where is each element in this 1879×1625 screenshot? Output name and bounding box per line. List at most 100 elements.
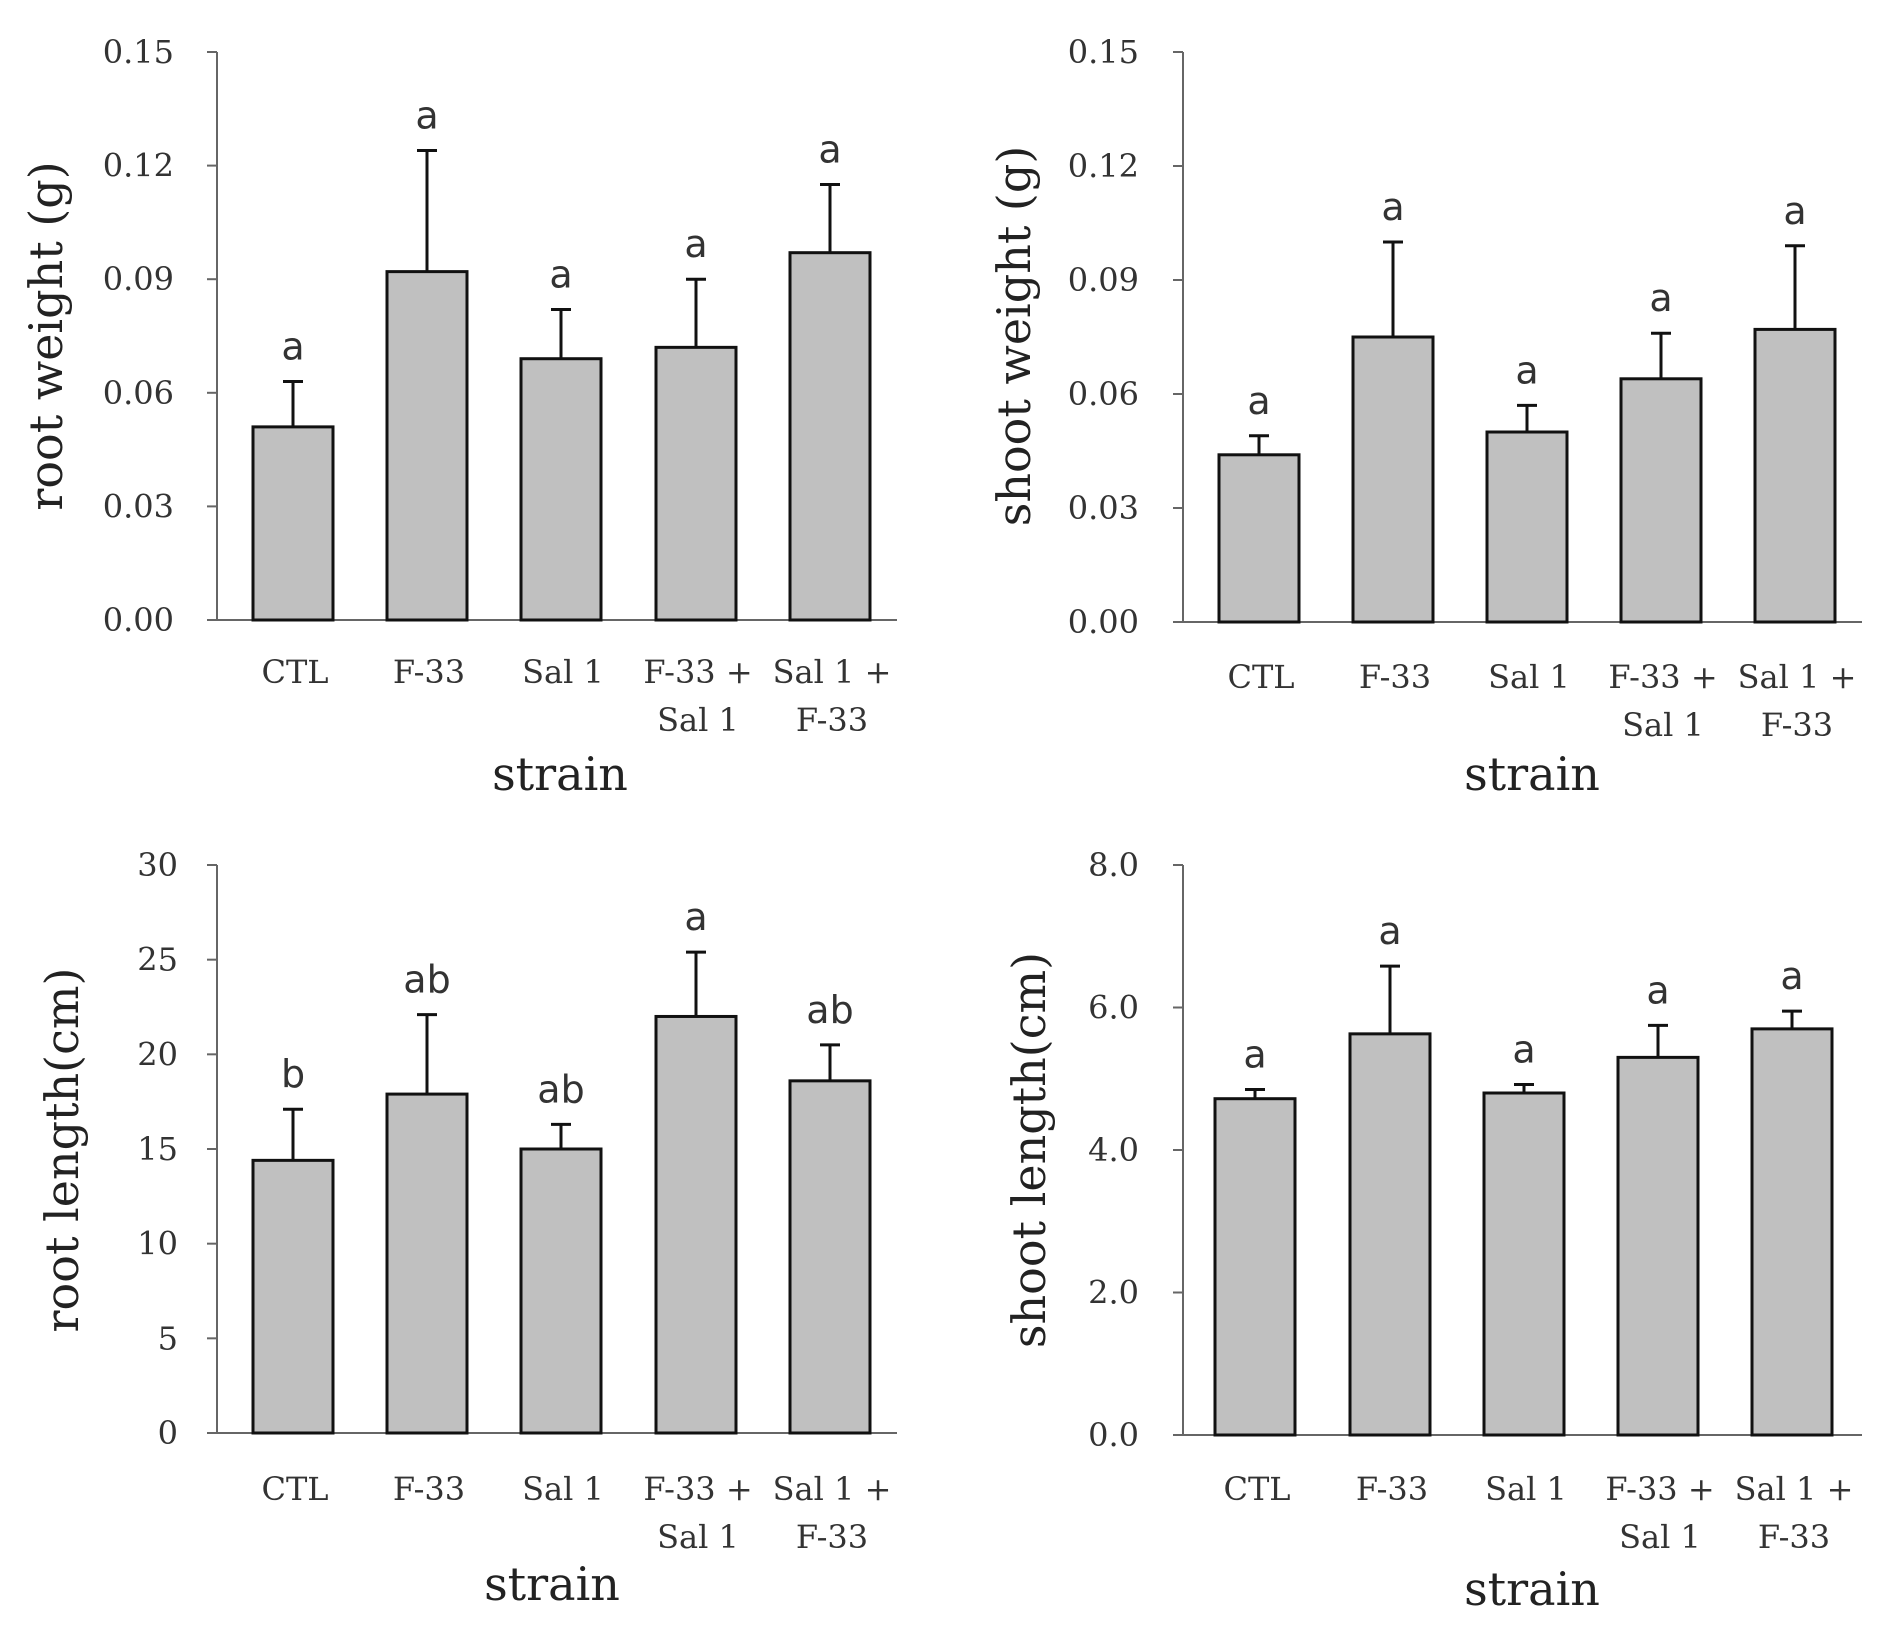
x-category-label: Sal 1 + [773,653,892,691]
x-category-label: Sal 1 + [773,1470,892,1508]
x-category-label: Sal 1 [1488,658,1570,696]
x-axis-title: strain [1464,747,1600,801]
y-tick-label: 4.0 [1088,1131,1139,1169]
y-axis-title: shoot length(cm) [1002,952,1056,1348]
x-category-label: Sal 1 [657,701,739,739]
x-category-label: CTL [1227,658,1294,696]
bar [1217,453,1301,624]
x-category-label: CTL [261,1470,328,1508]
x-axis-title: strain [484,1557,620,1611]
significance-label: a [1512,1027,1535,1071]
x-category-label: Sal 1 [522,653,604,691]
significance-label: a [818,128,841,172]
y-tick-label: 8.0 [1088,846,1139,884]
bar [385,1092,469,1435]
bar [1750,1027,1834,1437]
y-tick-label: 0.12 [1068,147,1139,185]
significance-label: a [1247,379,1270,423]
x-category-label: CTL [261,653,328,691]
y-tick-label: 0.00 [103,601,174,639]
y-tick-label: 0.15 [103,33,174,71]
bar [385,270,469,622]
bar [1213,1097,1297,1437]
significance-label: a [1515,348,1538,392]
x-category-label: F-33 [1758,1518,1830,1556]
significance-label: a [1783,189,1806,233]
significance-label: ab [537,1067,584,1111]
y-tick-label: 10 [137,1225,178,1263]
y-tick-label: 20 [137,1035,178,1073]
y-tick-label: 0.09 [1068,261,1139,299]
significance-label: a [415,93,438,137]
significance-label: a [684,895,707,939]
significance-label: a [549,252,572,296]
x-category-label: Sal 1 [657,1518,739,1556]
bar [519,357,603,622]
significance-label: ab [806,988,853,1032]
bar [788,251,872,622]
bar [654,345,738,622]
y-tick-label: 0.00 [1068,603,1139,641]
x-category-label: Sal 1 [1619,1518,1701,1556]
y-tick-label: 2.0 [1088,1274,1139,1312]
y-tick-label: 0.06 [103,374,174,412]
significance-label: ab [403,958,450,1002]
panel-root-length: 0 5 10 15 20 25 30 b CTL ab F-33 ab Sal 1 a F-33 + Sal … [35,846,897,1611]
x-axis-title: strain [492,747,628,801]
x-category-label: F-33 + [643,653,752,691]
y-tick-label: 0.03 [1068,489,1139,527]
y-tick-label: 0.09 [103,260,174,298]
significance-label: a [1381,185,1404,229]
bar [251,425,335,622]
x-category-label: Sal 1 + [1738,658,1857,696]
significance-label: a [1780,954,1803,998]
x-category-label: F-33 [1761,706,1833,744]
significance-label: a [281,324,304,368]
y-tick-label: 0.0 [1088,1416,1139,1454]
y-tick-label: 6.0 [1088,989,1139,1027]
y-tick-label: 0.12 [103,147,174,185]
x-category-label: F-33 [1359,658,1431,696]
significance-label: a [1646,968,1669,1012]
x-category-label: F-33 [393,1470,465,1508]
y-tick-label: 0.06 [1068,375,1139,413]
x-category-label: Sal 1 [522,1470,604,1508]
x-category-label: F-33 [393,653,465,691]
y-axis-title: shoot weight (g) [987,146,1041,527]
bar [1482,1091,1566,1437]
y-tick-label: 5 [158,1319,178,1357]
y-axis-title: root length(cm) [35,968,89,1333]
y-tick-label: 30 [137,846,178,884]
bar [654,1014,738,1435]
bar [519,1147,603,1435]
bar [251,1158,335,1435]
significance-label: a [1378,909,1401,953]
x-category-label: F-33 + [1608,658,1717,696]
significance-label: a [684,222,707,266]
bar [1619,377,1703,624]
y-tick-label: 0.15 [1068,33,1139,71]
y-tick-label: 0.03 [103,487,174,525]
significance-label: a [1649,276,1672,320]
significance-label: a [1243,1032,1266,1076]
bar [1753,327,1837,624]
x-category-label: F-33 [796,701,868,739]
bar [1616,1055,1700,1437]
x-category-label: Sal 1 + [1735,1470,1854,1508]
y-tick-label: 0 [158,1414,178,1452]
x-category-label: CTL [1223,1470,1290,1508]
x-category-label: F-33 [1356,1470,1428,1508]
x-category-label: F-33 + [643,1470,752,1508]
x-axis-title: strain [1464,1562,1600,1616]
y-tick-label: 15 [137,1130,178,1168]
panel-root-weight: 0.00 0.03 0.06 0.09 0.12 0.15 a CTL a F-33 a Sal 1 a… [19,33,897,801]
y-axis-title: root weight (g) [19,161,73,510]
x-category-label: Sal 1 [1485,1470,1567,1508]
significance-label: b [281,1052,305,1096]
x-category-label: F-33 + [1605,1470,1714,1508]
bar [1351,335,1435,624]
x-category-label: Sal 1 [1622,706,1704,744]
bar [788,1079,872,1435]
bar [1348,1032,1432,1437]
